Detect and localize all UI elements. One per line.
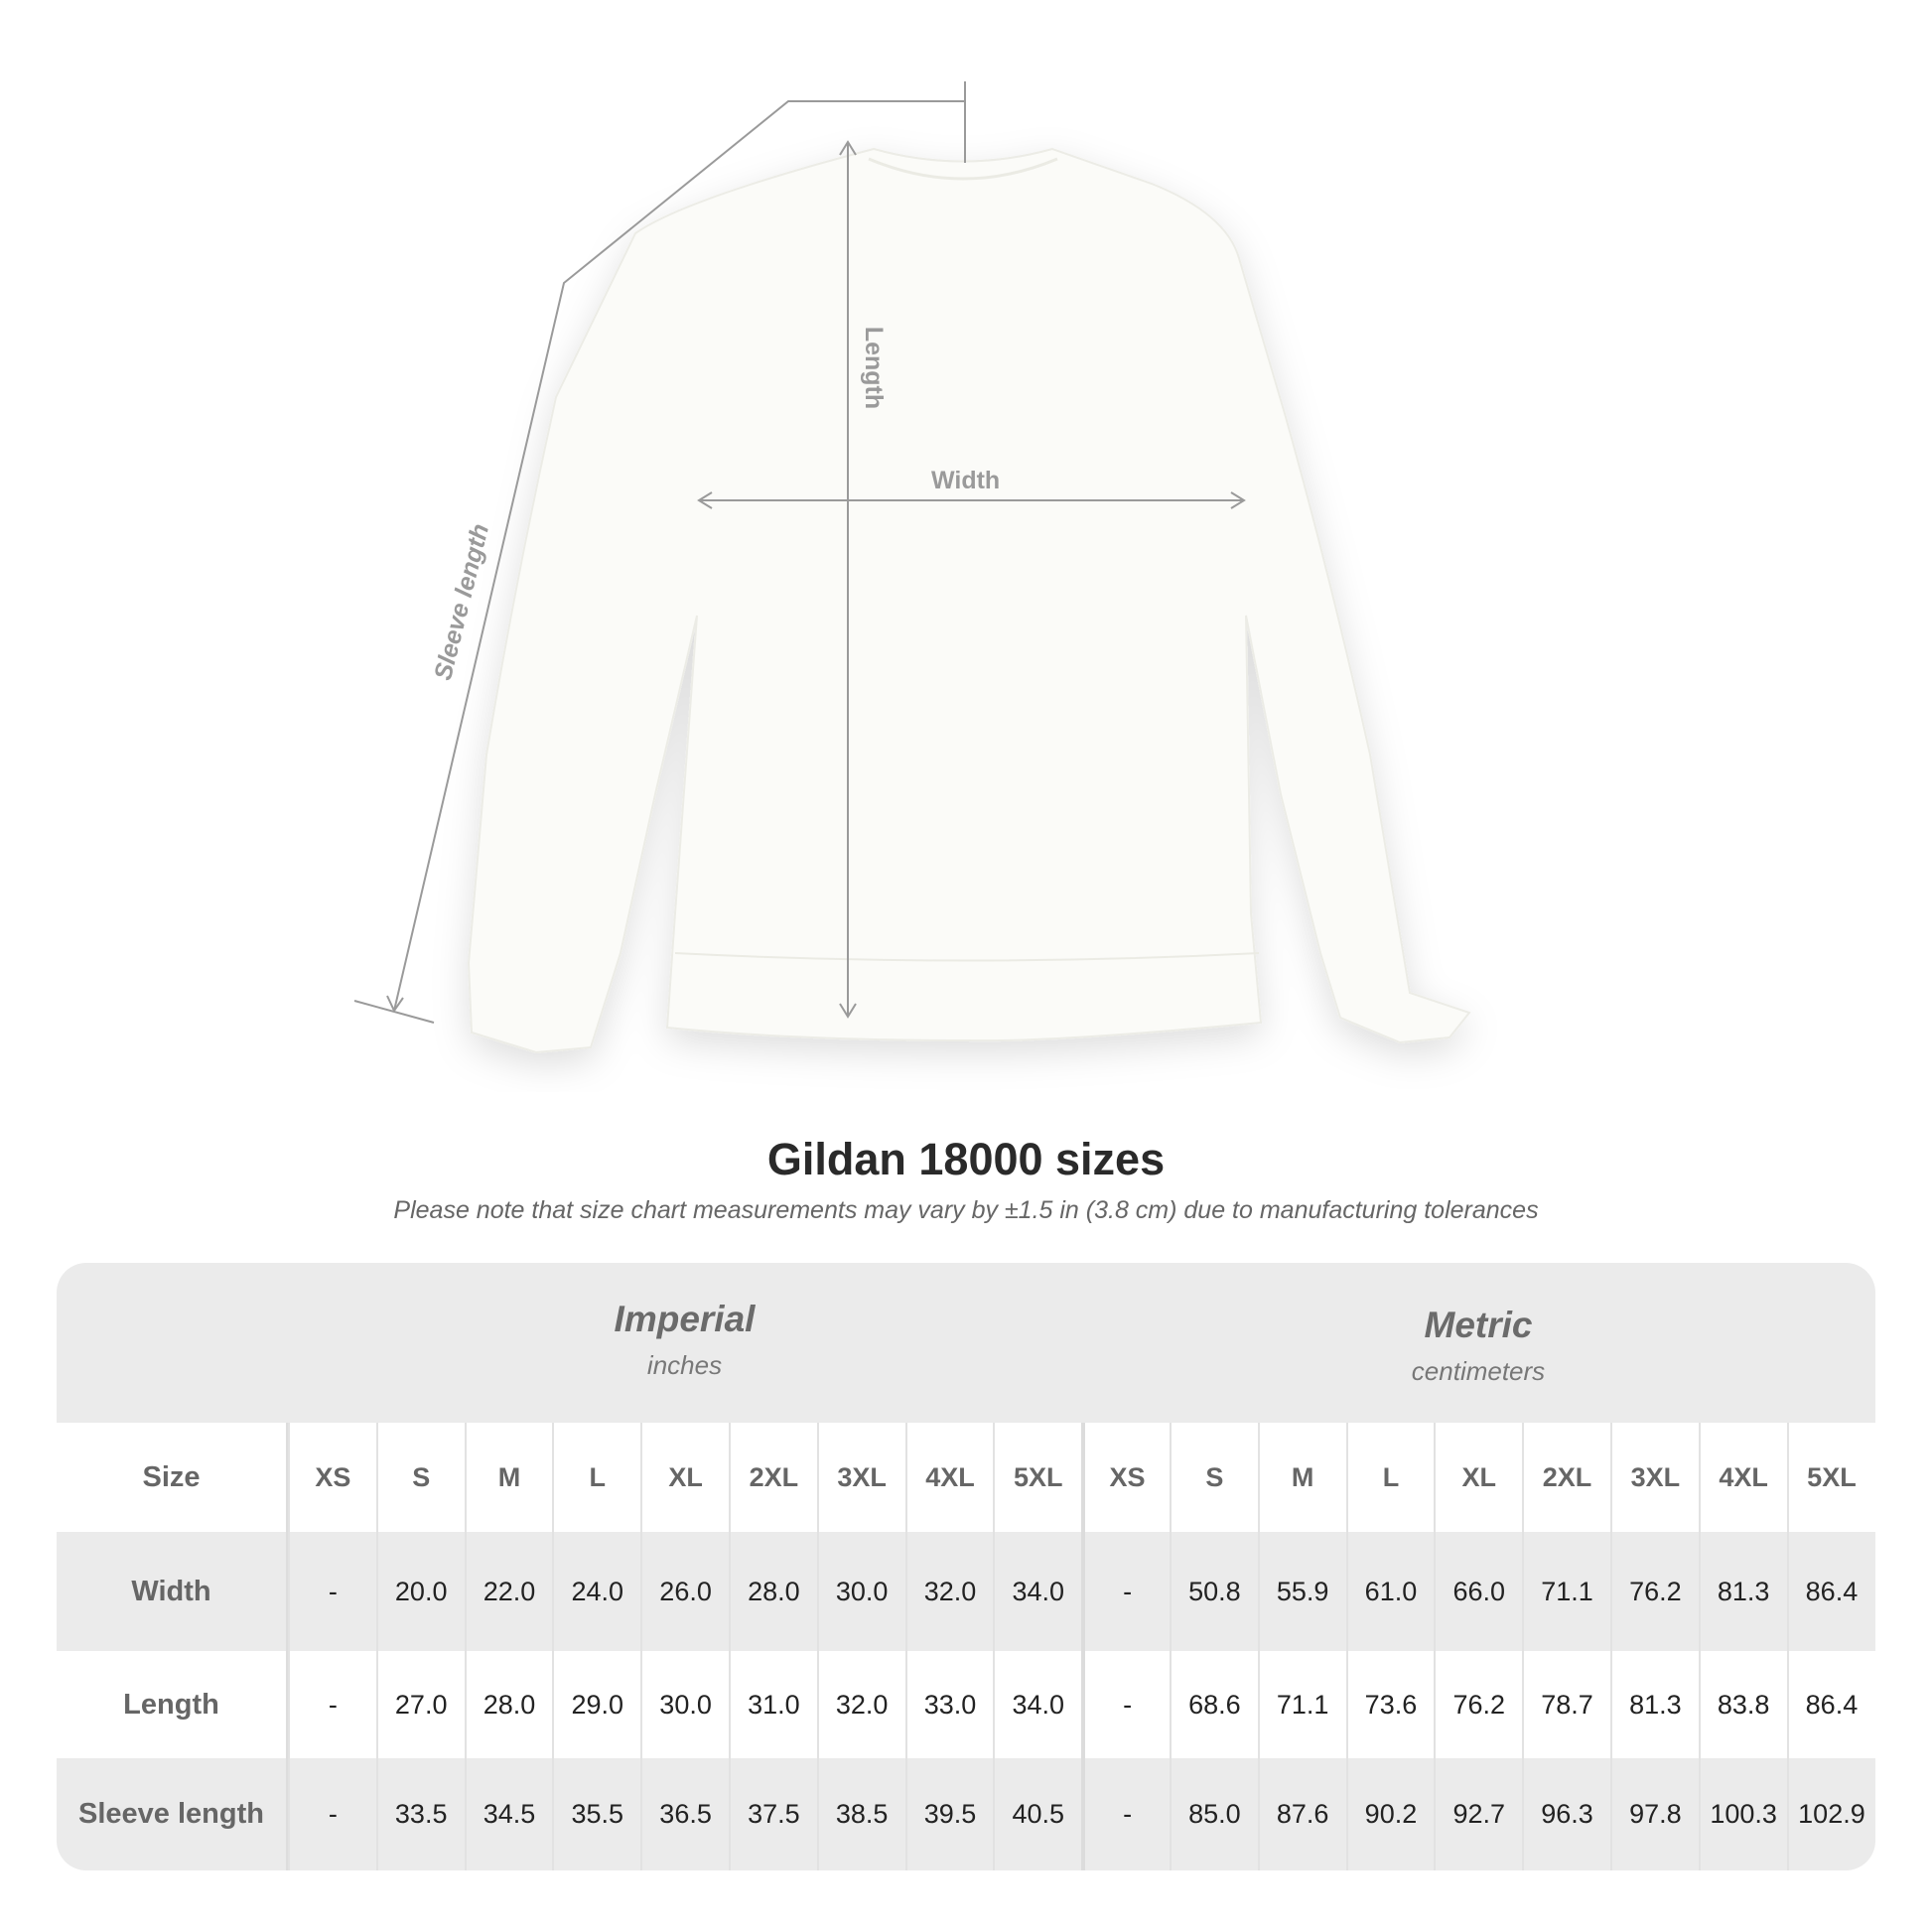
table-cell: - <box>1081 1532 1170 1651</box>
size-header-cell: XL <box>1434 1423 1522 1532</box>
size-header-cell: 3XL <box>816 1423 905 1532</box>
table-cell: 29.0 <box>552 1651 640 1758</box>
table-cell: 50.8 <box>1169 1532 1258 1651</box>
table-cell: 100.3 <box>1698 1758 1787 1870</box>
table-cell: 34.0 <box>993 1532 1081 1651</box>
table-cell: 66.0 <box>1434 1532 1522 1651</box>
table-cell: 76.2 <box>1609 1532 1699 1651</box>
width-label: Width <box>931 467 1001 494</box>
size-header-cell: 4XL <box>904 1423 994 1532</box>
table-cell: 39.5 <box>904 1758 994 1870</box>
table-cell: 97.8 <box>1609 1758 1699 1870</box>
size-header-cell: 2XL <box>728 1423 817 1532</box>
table-cell: 71.1 <box>1522 1532 1610 1651</box>
size-header-cell: XL <box>640 1423 729 1532</box>
table-cell: 35.5 <box>552 1758 640 1870</box>
table-cell: 76.2 <box>1434 1651 1522 1758</box>
size-header-cell: L <box>552 1423 640 1532</box>
size-header-cell: 3XL <box>1609 1423 1699 1532</box>
table-cell: 30.0 <box>816 1532 905 1651</box>
size-header-cell: XS <box>1081 1423 1170 1532</box>
table-cell: 81.3 <box>1698 1532 1787 1651</box>
table-cell: 86.4 <box>1786 1651 1875 1758</box>
table-cell: 34.5 <box>464 1758 553 1870</box>
table-cell: 32.0 <box>816 1651 905 1758</box>
metric-unit: centimeters <box>1411 1356 1546 1386</box>
table-cell: 55.9 <box>1257 1532 1346 1651</box>
size-header-cell: L <box>1345 1423 1435 1532</box>
table-cell: 92.7 <box>1434 1758 1522 1870</box>
table-cell: 81.3 <box>1609 1651 1699 1758</box>
table-cell: - <box>288 1651 376 1758</box>
metric-title: Metric <box>1424 1305 1533 1345</box>
imperial-title: Imperial <box>614 1299 756 1339</box>
table-row-width: Width -20.0 22.0 24.0 26.0 28.0 30.0 32.0 34.0-5… <box>57 1532 1875 1651</box>
table-cell: 34.0 <box>993 1651 1081 1758</box>
imperial-unit: inches <box>646 1350 723 1380</box>
table-cell: 22.0 <box>464 1532 553 1651</box>
size-header-cell: 2XL <box>1522 1423 1610 1532</box>
size-table: Imperial inches Metric centimeters Size … <box>57 1263 1875 1870</box>
table-cell: 33.5 <box>375 1758 465 1870</box>
size-header-cell: 5XL <box>1786 1423 1875 1532</box>
size-header-cell: 4XL <box>1698 1423 1787 1532</box>
size-header-cell: M <box>1257 1423 1346 1532</box>
table-cell: 73.6 <box>1345 1651 1435 1758</box>
table-cell: - <box>1081 1758 1170 1870</box>
table-cell: 85.0 <box>1169 1758 1258 1870</box>
size-header-cell: XS <box>288 1423 376 1532</box>
table-cell: 96.3 <box>1522 1758 1610 1870</box>
table-cell: 38.5 <box>816 1758 905 1870</box>
table-cell: 40.5 <box>993 1758 1081 1870</box>
table-cell: 68.6 <box>1169 1651 1258 1758</box>
table-cell: 24.0 <box>552 1532 640 1651</box>
table-cell: 20.0 <box>375 1532 465 1651</box>
table-cell: 102.9 <box>1786 1758 1875 1870</box>
row-label: Sleeve length <box>57 1758 288 1870</box>
size-header-cell: M <box>464 1423 553 1532</box>
table-cell: 83.8 <box>1698 1651 1787 1758</box>
table-cell: 30.0 <box>640 1651 729 1758</box>
table-cell: 31.0 <box>728 1651 817 1758</box>
table-cell: 90.2 <box>1345 1758 1435 1870</box>
table-cell: 27.0 <box>375 1651 465 1758</box>
table-cell: 36.5 <box>640 1758 729 1870</box>
measurement-lines <box>353 81 1246 1024</box>
size-header-cell: 5XL <box>993 1423 1081 1532</box>
length-label: Length <box>860 326 889 410</box>
sweatshirt-diagram <box>353 81 1471 1054</box>
table-cell: 78.7 <box>1522 1651 1610 1758</box>
table-cell: - <box>1081 1651 1170 1758</box>
table-cell: 26.0 <box>640 1532 729 1651</box>
sweatshirt-image <box>467 147 1471 1054</box>
table-row-length: Length -27.0 28.0 29.0 30.0 31.0 32.0 33.0 34.0-… <box>57 1651 1875 1758</box>
imperial-header: Imperial inches <box>288 1263 1081 1423</box>
row-label: Width <box>57 1532 288 1651</box>
table-cell: 32.0 <box>904 1532 994 1651</box>
size-header-cell: S <box>375 1423 465 1532</box>
size-header-cell: S <box>1169 1423 1258 1532</box>
table-cell: 28.0 <box>728 1532 817 1651</box>
page-title: Gildan 18000 sizes <box>766 1134 1166 1184</box>
table-cell: 71.1 <box>1257 1651 1346 1758</box>
table-cell: 61.0 <box>1345 1532 1435 1651</box>
table-cell: - <box>288 1758 376 1870</box>
table-cell: 33.0 <box>904 1651 994 1758</box>
table-cell: 28.0 <box>464 1651 553 1758</box>
table-row-sleeve-length: Sleeve length -33.5 34.5 35.5 36.5 37.5 38.5 39… <box>57 1758 1875 1870</box>
size-header-row: Size XS S M L XL 2XL 3XL 4XL 5XL XS S M L XL 2XL 3XL 4XL… <box>57 1423 1875 1532</box>
table-cell: - <box>288 1532 376 1651</box>
tolerance-note: Please note that size chart measurements… <box>393 1196 1539 1224</box>
table-cell: 87.6 <box>1257 1758 1346 1870</box>
table-cell: 86.4 <box>1786 1532 1875 1651</box>
size-label: Size <box>57 1423 288 1532</box>
row-label: Length <box>57 1651 288 1758</box>
table-cell: 37.5 <box>728 1758 817 1870</box>
metric-header: Metric centimeters <box>1081 1263 1875 1423</box>
